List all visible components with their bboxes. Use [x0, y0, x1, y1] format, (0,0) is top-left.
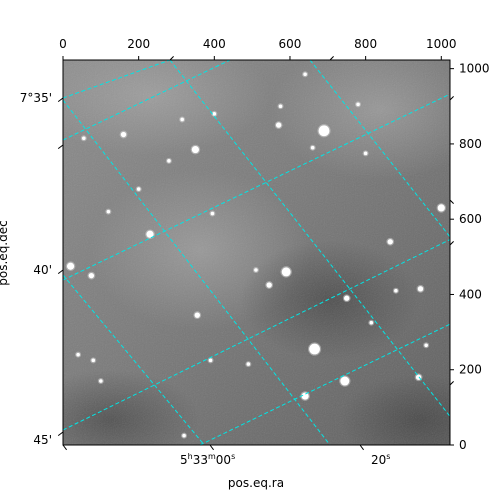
star — [301, 392, 309, 400]
dec-tick-label-7d35m: 7°35' — [20, 91, 52, 105]
world-coordinate-tick — [62, 444, 67, 451]
star — [363, 151, 368, 156]
world-coordinate-tick — [57, 269, 64, 275]
star — [356, 102, 360, 107]
star — [417, 286, 424, 292]
world-coordinate-tick — [169, 56, 174, 61]
star-field — [65, 71, 447, 439]
star — [303, 72, 307, 77]
grid-line — [309, 60, 450, 238]
star — [191, 145, 200, 154]
world-coordinate-tick — [57, 431, 64, 437]
right-y-tick-label: 800 — [459, 137, 482, 151]
grid-line — [63, 274, 205, 445]
star — [136, 187, 141, 191]
world-coordinate-tick — [449, 241, 454, 246]
star — [344, 295, 350, 301]
y-axis-label: pos.eq.dec — [0, 220, 10, 285]
star — [182, 433, 186, 438]
star — [210, 211, 215, 216]
star — [318, 125, 330, 137]
top-x-tick-label: 200 — [127, 37, 150, 51]
world-coordinate-tick — [57, 97, 64, 102]
star — [254, 268, 258, 272]
star — [99, 379, 103, 383]
star — [387, 239, 393, 245]
star — [309, 343, 320, 355]
pixel-axis-ticks: 0 200 400 600 800 1000 0 200 400 600 800 1000 — [59, 37, 489, 452]
grid-line — [63, 93, 450, 281]
world-coordinate-tick — [209, 444, 215, 451]
grid-line — [199, 323, 450, 445]
right-y-tick-label: 0 — [459, 438, 467, 452]
top-x-tick-label: 600 — [279, 37, 302, 51]
star — [275, 122, 282, 128]
star — [120, 131, 127, 138]
ra-tick-label-5h33m00s: 5h33m00s — [180, 452, 235, 467]
world-axis-ticks — [57, 56, 454, 451]
star — [281, 267, 291, 277]
top-x-tick-label: 0 — [59, 37, 67, 51]
image-panel — [63, 60, 450, 445]
star — [146, 230, 154, 238]
world-coordinate-tick — [449, 199, 454, 204]
star — [106, 209, 111, 214]
grid-line — [63, 99, 331, 445]
grid-line — [63, 60, 231, 141]
star — [394, 288, 398, 293]
star — [369, 320, 374, 325]
world-coordinate-tick — [449, 96, 454, 101]
grid-line — [63, 60, 171, 99]
star — [194, 312, 200, 318]
star — [88, 272, 95, 279]
coordinate-grid — [63, 60, 450, 445]
top-x-tick-label: 400 — [203, 37, 226, 51]
star — [424, 343, 428, 348]
world-coordinate-tick — [329, 56, 334, 61]
grid-line — [169, 60, 450, 418]
world-coordinate-tick — [359, 444, 365, 451]
dec-tick-label-45m: 45' — [33, 433, 52, 447]
star — [437, 204, 445, 212]
star — [212, 112, 217, 116]
star — [278, 104, 283, 109]
plot-frame — [62, 59, 451, 446]
star — [266, 282, 272, 288]
top-x-tick-label: 800 — [354, 37, 377, 51]
star — [246, 362, 251, 366]
right-y-tick-label: 1000 — [459, 62, 490, 76]
star — [76, 352, 80, 357]
world-coordinate-tick — [449, 381, 454, 386]
star — [82, 136, 86, 141]
star — [180, 117, 184, 122]
right-y-tick-label: 200 — [459, 363, 482, 377]
star — [66, 262, 75, 270]
right-y-tick-label: 600 — [459, 212, 482, 226]
star — [310, 145, 315, 150]
x-axis-label: pos.eq.ra — [228, 476, 284, 490]
world-coordinate-tick — [57, 144, 64, 150]
star — [167, 159, 171, 163]
grid-line — [63, 239, 450, 431]
right-y-tick-label: 400 — [459, 287, 482, 301]
ra-tick-label-20s: 20s — [371, 452, 390, 467]
top-x-tick-label: 1000 — [426, 37, 457, 51]
dec-tick-label-40m: 40' — [33, 263, 52, 277]
star — [340, 376, 350, 386]
image-noise — [63, 60, 450, 445]
star — [208, 358, 213, 363]
star — [91, 358, 96, 363]
